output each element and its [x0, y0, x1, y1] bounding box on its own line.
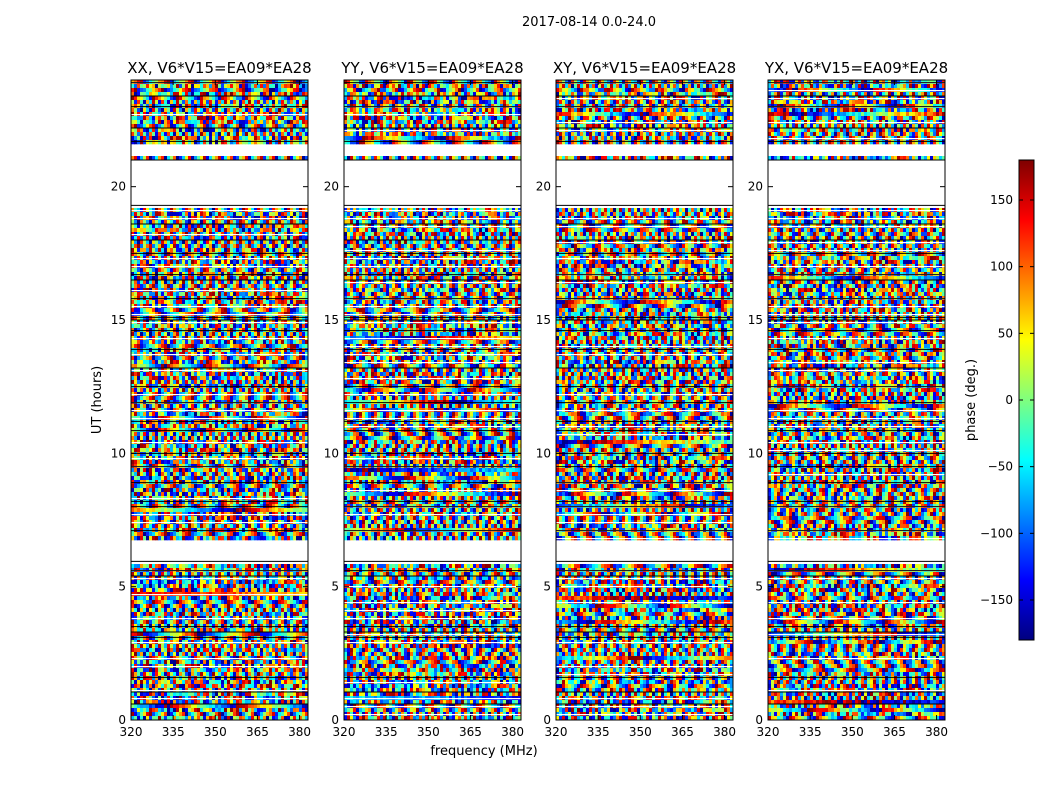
- x-tick-label: 365: [883, 725, 906, 739]
- colorbar-tick-label: −100: [980, 526, 1013, 540]
- x-tick-label: 335: [375, 725, 398, 739]
- x-tick-label: 350: [417, 725, 440, 739]
- phase-heatmap: [344, 80, 521, 720]
- panel-title: YX, V6*V15=EA09*EA28: [764, 59, 948, 77]
- y-tick-label: 10: [111, 446, 126, 460]
- y-ticks: 0 5 10 15 20: [536, 180, 733, 727]
- y-tick-label: 10: [748, 446, 763, 460]
- scan-boundaries: [131, 82, 308, 705]
- y-tick-label: 0: [543, 713, 551, 727]
- colorbar-tick-label: −50: [988, 460, 1013, 474]
- colorbar-tick-label: 50: [998, 326, 1013, 340]
- x-tick-label: 320: [545, 725, 568, 739]
- panel-frame: [555, 79, 734, 721]
- x-ticks: 320 335 350 365 380: [120, 80, 311, 739]
- y-tick-label: 10: [324, 446, 339, 460]
- x-ticks: 320 335 350 365 380: [545, 80, 736, 739]
- y-tick-label: 20: [536, 180, 551, 194]
- x-tick-label: 380: [288, 725, 311, 739]
- panel-2: YY, V6*V15=EA09*EA28 320 335 350 365 380 0 5 10 1…: [324, 59, 524, 739]
- colorbar-label: phase (deg.): [964, 359, 979, 441]
- x-tick-label: 380: [713, 725, 736, 739]
- figure-title: 2017-08-14 0.0-24.0: [522, 15, 656, 30]
- panel-title: YY, V6*V15=EA09*EA28: [340, 59, 523, 77]
- y-tick-label: 15: [111, 313, 126, 327]
- x-tick-label: 335: [162, 725, 185, 739]
- x-tick-label: 320: [757, 725, 780, 739]
- panel-4: YX, V6*V15=EA09*EA28 320 335 350 365 380 0 5 10 1…: [748, 59, 948, 739]
- panels: XX, V6*V15=EA09*EA28 320 335 350 365 380 0 5 10 1…: [111, 59, 948, 739]
- y-ticks: 0 5 10 15 20: [111, 180, 308, 727]
- colorbar-tick-label: −150: [980, 593, 1013, 607]
- y-ticks: 0 5 10 15 20: [324, 180, 521, 727]
- x-tick-label: 320: [333, 725, 356, 739]
- y-tick-label: 0: [331, 713, 339, 727]
- x-tick-label: 365: [671, 725, 694, 739]
- y-tick-label: 20: [748, 180, 763, 194]
- y-tick-label: 10: [536, 446, 551, 460]
- x-tick-label: 320: [120, 725, 143, 739]
- y-tick-label: 15: [324, 313, 339, 327]
- y-tick-label: 20: [111, 180, 126, 194]
- x-tick-label: 350: [841, 725, 864, 739]
- y-tick-label: 0: [755, 713, 763, 727]
- scan-boundaries: [344, 82, 521, 705]
- y-tick-label: 5: [543, 580, 551, 594]
- scan-boundaries: [768, 82, 945, 705]
- scan-boundaries: [556, 82, 733, 705]
- x-tick-label: 350: [204, 725, 227, 739]
- y-tick-label: 15: [536, 313, 551, 327]
- y-axis-label: UT (hours): [90, 366, 105, 434]
- phase-heatmap: [768, 80, 945, 720]
- x-ticks: 320 335 350 365 380: [757, 80, 948, 739]
- x-tick-label: 350: [629, 725, 652, 739]
- colorbar-tick-label: 100: [990, 260, 1013, 274]
- x-tick-label: 365: [459, 725, 482, 739]
- y-tick-label: 20: [324, 180, 339, 194]
- y-tick-label: 5: [118, 580, 126, 594]
- panel-title: XY, V6*V15=EA09*EA28: [553, 59, 736, 77]
- y-ticks: 0 5 10 15 20: [748, 180, 945, 727]
- y-tick-label: 5: [755, 580, 763, 594]
- panel-frame: [767, 79, 946, 721]
- panel-frame: [343, 79, 522, 721]
- y-tick-label: 5: [331, 580, 339, 594]
- colorbar-ticks: 150 100 50 0 −50 −100 −150: [980, 193, 1034, 607]
- panel-1: XX, V6*V15=EA09*EA28 320 335 350 365 380 0 5 10 1…: [111, 59, 312, 739]
- panel-3: XY, V6*V15=EA09*EA28 320 335 350 365 380 0 5 10 1…: [536, 59, 736, 739]
- y-tick-label: 0: [118, 713, 126, 727]
- colorbar-tick-label: 150: [990, 193, 1013, 207]
- x-tick-label: 380: [501, 725, 524, 739]
- x-axis-label: frequency (MHz): [430, 744, 537, 759]
- x-tick-label: 335: [587, 725, 610, 739]
- y-tick-label: 15: [748, 313, 763, 327]
- x-tick-label: 380: [925, 725, 948, 739]
- colorbar-tick-label: 0: [1005, 393, 1013, 407]
- colorbar: 150 100 50 0 −50 −100 −150 phase (deg.): [964, 159, 1035, 641]
- x-tick-label: 365: [246, 725, 269, 739]
- panel-frame: [130, 79, 309, 721]
- phase-heatmap: [556, 80, 733, 720]
- x-ticks: 320 335 350 365 380: [333, 80, 524, 739]
- panel-title: XX, V6*V15=EA09*EA28: [127, 59, 311, 77]
- phase-heatmap: [131, 80, 308, 720]
- x-tick-label: 335: [799, 725, 822, 739]
